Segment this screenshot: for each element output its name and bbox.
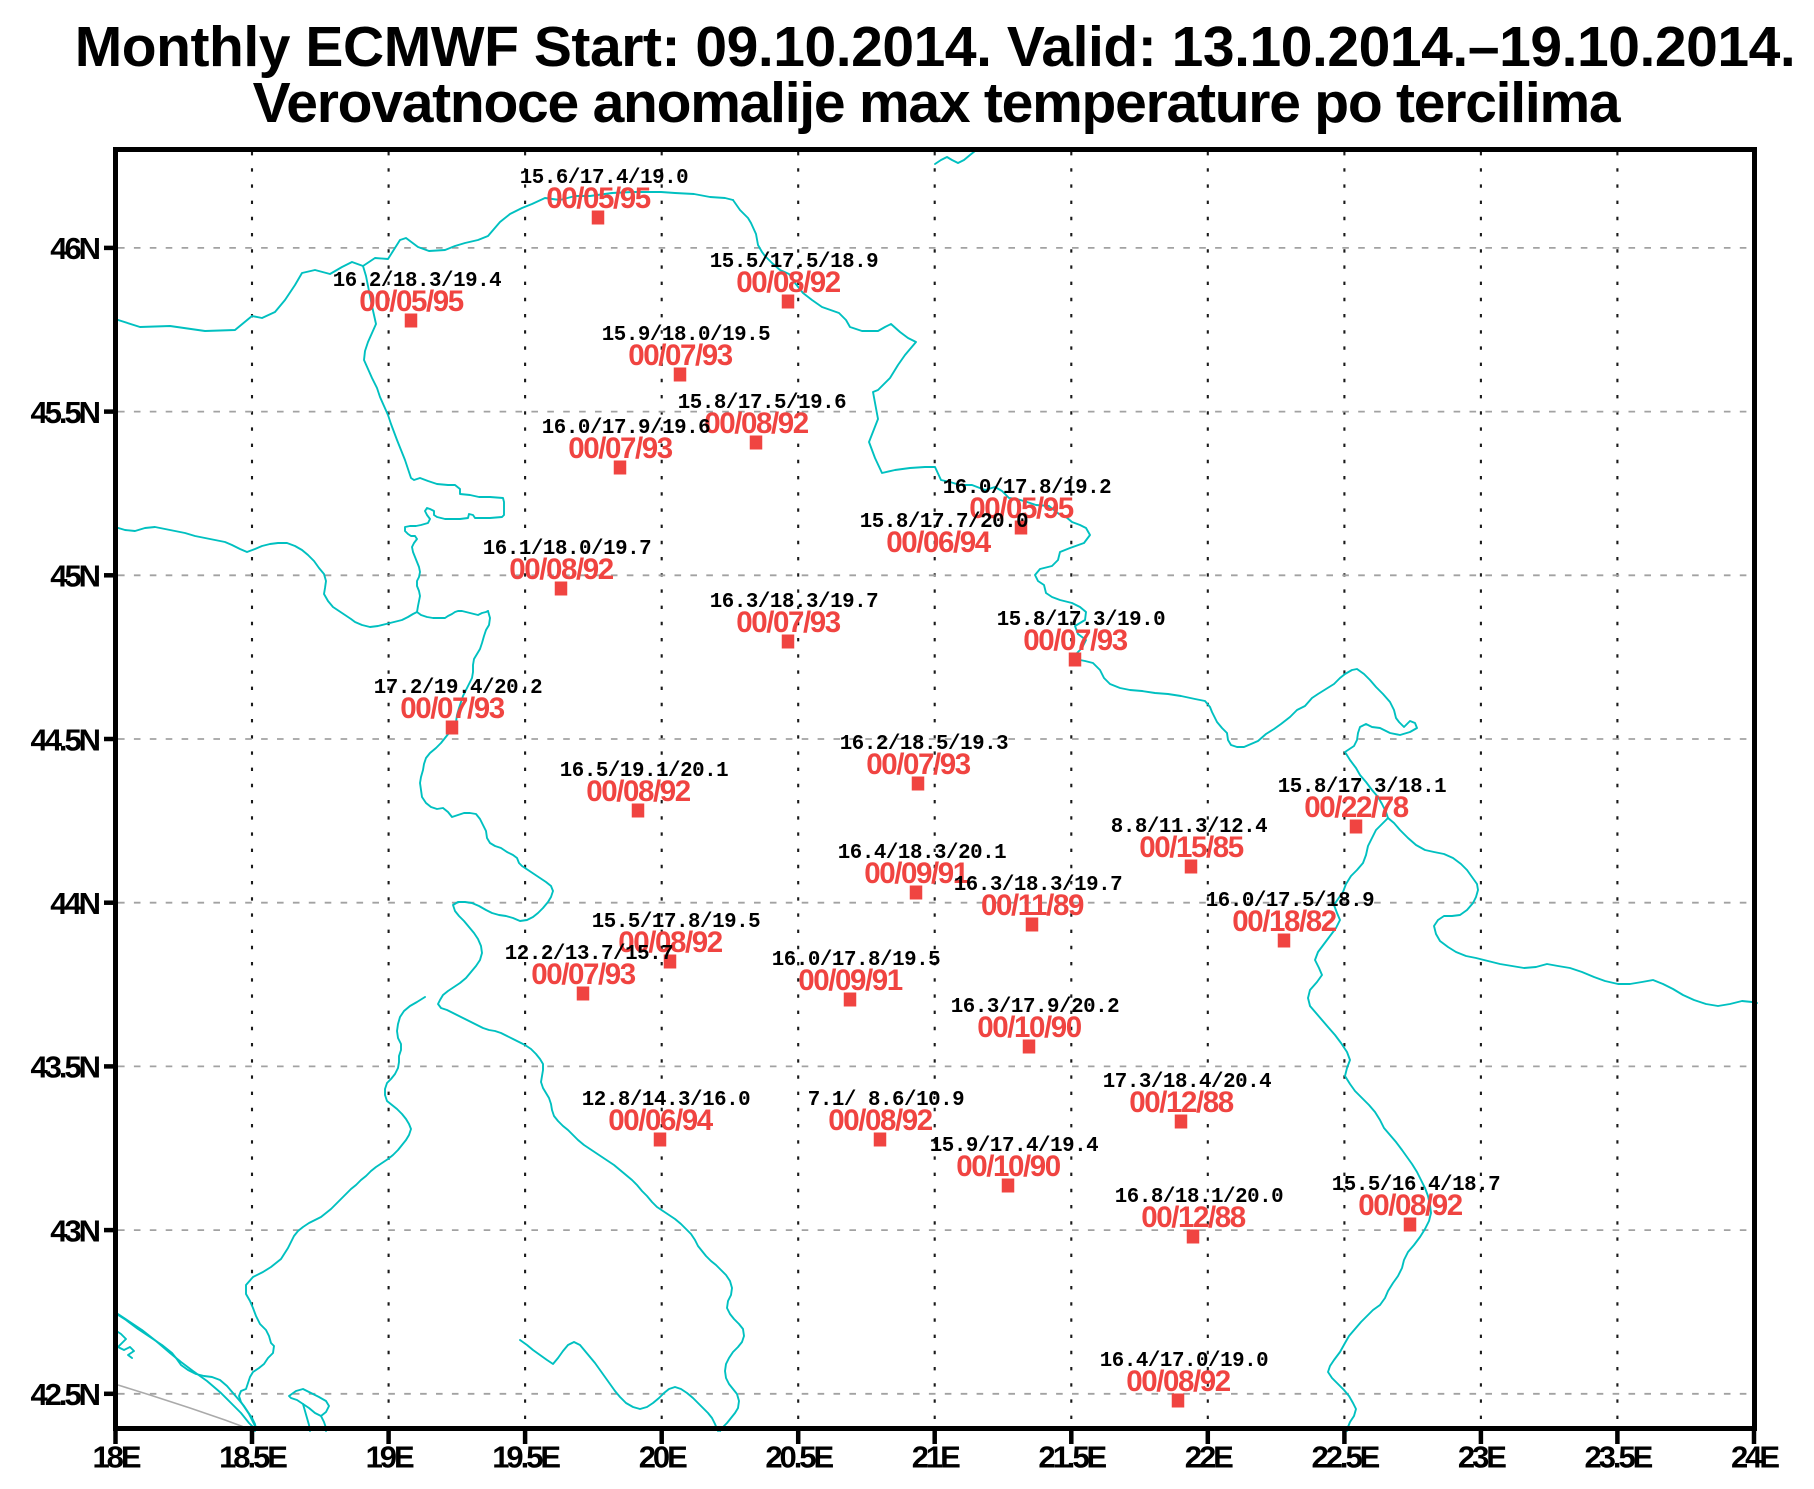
svg-text:17.3/18.4/20.4: 17.3/18.4/20.4 [1103, 1071, 1271, 1094]
svg-text:45.5N: 45.5N [31, 395, 100, 430]
svg-text:Monthly ECMWF Start: 09.10.201: Monthly ECMWF Start: 09.10.2014. Valid: … [75, 15, 1796, 79]
svg-text:00/10/90: 00/10/90 [977, 1011, 1082, 1044]
svg-text:22.5E: 22.5E [1312, 1440, 1380, 1475]
svg-text:00/11/89: 00/11/89 [981, 889, 1084, 922]
svg-text:15.8/17.7/20.0: 15.8/17.7/20.0 [860, 511, 1028, 534]
svg-text:24E: 24E [1731, 1440, 1779, 1475]
svg-text:19E: 19E [366, 1440, 414, 1475]
svg-text:00/05/95: 00/05/95 [359, 285, 464, 318]
svg-text:46N: 46N [50, 231, 99, 266]
svg-text:16.0/17.9/19.6: 16.0/17.9/19.6 [542, 417, 710, 440]
svg-text:19.5E: 19.5E [492, 1440, 560, 1475]
svg-text:21.5E: 21.5E [1038, 1440, 1106, 1475]
svg-text:16.0/17.5/18.9: 16.0/17.5/18.9 [1206, 890, 1374, 913]
svg-text:00/18/82: 00/18/82 [1232, 905, 1337, 938]
svg-text:23.5E: 23.5E [1585, 1440, 1653, 1475]
svg-text:12.8/14.3/16.0: 12.8/14.3/16.0 [582, 1089, 750, 1112]
svg-text:15.8/17.5/19.6: 15.8/17.5/19.6 [678, 392, 846, 415]
svg-text:00/10/90: 00/10/90 [956, 1150, 1061, 1183]
svg-text:00/08/92: 00/08/92 [704, 407, 809, 440]
svg-text:12.2/13.7/15.7: 12.2/13.7/15.7 [505, 943, 673, 966]
svg-text:43.5N: 43.5N [31, 1050, 100, 1085]
svg-text:00/09/91: 00/09/91 [798, 964, 903, 997]
svg-text:00/22/78: 00/22/78 [1304, 791, 1409, 824]
svg-text:16.4/17.0/19.0: 16.4/17.0/19.0 [1100, 1350, 1268, 1373]
svg-text:00/12/88: 00/12/88 [1129, 1086, 1234, 1119]
svg-text:23E: 23E [1458, 1440, 1506, 1475]
svg-text:16.1/18.0/19.7: 16.1/18.0/19.7 [483, 538, 651, 561]
svg-text:42.5N: 42.5N [31, 1377, 100, 1412]
svg-text:20.5E: 20.5E [765, 1440, 833, 1475]
svg-text:00/06/94: 00/06/94 [608, 1104, 714, 1137]
svg-text:00/08/92: 00/08/92 [586, 775, 691, 808]
svg-text:00/07/93: 00/07/93 [628, 339, 733, 372]
svg-text:16.0/17.8/19.5: 16.0/17.8/19.5 [772, 949, 940, 972]
svg-text:00/15/85: 00/15/85 [1139, 831, 1244, 864]
svg-text:00/07/93: 00/07/93 [400, 692, 505, 725]
svg-text:16.8/18.1/20.0: 16.8/18.1/20.0 [1115, 1186, 1283, 1209]
svg-text:00/07/93: 00/07/93 [866, 748, 971, 781]
svg-text:16.5/19.1/20.1: 16.5/19.1/20.1 [560, 760, 728, 783]
svg-text:15.6/17.4/19.0: 15.6/17.4/19.0 [520, 167, 688, 190]
svg-text:15.5/16.4/18.7: 15.5/16.4/18.7 [1332, 1174, 1500, 1197]
svg-text:16.0/17.8/19.2: 16.0/17.8/19.2 [943, 477, 1111, 500]
svg-text:00/05/95: 00/05/95 [546, 182, 651, 215]
svg-text:00/07/93: 00/07/93 [531, 958, 636, 991]
svg-text:7.1/ 8.6/10.9: 7.1/ 8.6/10.9 [808, 1089, 964, 1112]
svg-text:43N: 43N [50, 1213, 99, 1248]
svg-text:15.8/17.3/19.0: 15.8/17.3/19.0 [997, 609, 1165, 632]
svg-text:15.9/17.4/19.4: 15.9/17.4/19.4 [930, 1135, 1098, 1158]
svg-text:22E: 22E [1185, 1440, 1233, 1475]
svg-text:44.5N: 44.5N [31, 722, 100, 757]
svg-text:16.4/18.3/20.1: 16.4/18.3/20.1 [838, 842, 1006, 865]
svg-text:00/12/88: 00/12/88 [1141, 1201, 1246, 1234]
svg-text:16.2/18.3/19.4: 16.2/18.3/19.4 [333, 270, 501, 293]
svg-text:16.2/18.5/19.3: 16.2/18.5/19.3 [840, 733, 1008, 756]
svg-text:18.5E: 18.5E [219, 1440, 287, 1475]
svg-text:00/08/92: 00/08/92 [736, 266, 841, 299]
svg-text:21E: 21E [912, 1440, 960, 1475]
svg-text:16.3/18.3/19.7: 16.3/18.3/19.7 [710, 591, 878, 614]
svg-text:16.3/17.9/20.2: 16.3/17.9/20.2 [951, 996, 1119, 1019]
svg-text:00/08/92: 00/08/92 [509, 553, 614, 586]
svg-text:44N: 44N [50, 886, 99, 921]
svg-text:00/05/95: 00/05/95 [969, 492, 1074, 525]
svg-text:20E: 20E [639, 1440, 687, 1475]
svg-text:17.2/19.4/20.2: 17.2/19.4/20.2 [374, 677, 542, 700]
svg-text:15.9/18.0/19.5: 15.9/18.0/19.5 [602, 324, 770, 347]
svg-text:00/07/93: 00/07/93 [736, 606, 841, 639]
svg-text:16.3/18.3/19.7: 16.3/18.3/19.7 [954, 874, 1122, 897]
svg-text:45N: 45N [50, 559, 99, 594]
svg-text:00/08/92: 00/08/92 [1358, 1189, 1463, 1222]
svg-text:Verovatnoce anomalije max temp: Verovatnoce anomalije max temperature po… [253, 71, 1622, 135]
svg-text:00/08/92: 00/08/92 [1126, 1365, 1231, 1398]
svg-text:00/07/93: 00/07/93 [1023, 624, 1128, 657]
svg-text:00/08/92: 00/08/92 [828, 1104, 933, 1137]
svg-text:8.8/11.3/12.4: 8.8/11.3/12.4 [1111, 816, 1267, 839]
svg-text:18E: 18E [92, 1440, 140, 1475]
svg-text:15.5/17.5/18.9: 15.5/17.5/18.9 [710, 251, 878, 274]
svg-text:00/09/91: 00/09/91 [864, 857, 969, 890]
svg-text:15.5/17.8/19.5: 15.5/17.8/19.5 [592, 911, 760, 934]
svg-text:00/06/94: 00/06/94 [886, 526, 992, 559]
svg-text:00/08/92: 00/08/92 [618, 926, 723, 959]
svg-text:00/07/93: 00/07/93 [568, 432, 673, 465]
svg-text:15.8/17.3/18.1: 15.8/17.3/18.1 [1278, 776, 1446, 799]
